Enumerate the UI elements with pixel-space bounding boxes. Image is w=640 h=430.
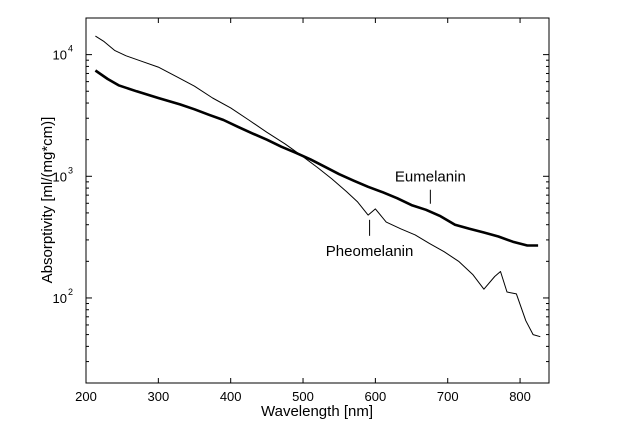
x-tick-label: 200 (75, 389, 97, 404)
x-axis-title: Wavelength [nm] (261, 403, 373, 420)
series-line-eumelanin (94, 69, 539, 247)
x-tick-label: 400 (220, 389, 242, 404)
x-tick-label: 500 (292, 389, 314, 404)
y-tick-exponent: 4 (68, 44, 73, 54)
annotation-label-eumelanin: Eumelanin (395, 169, 466, 186)
y-tick-label: 10 (53, 291, 67, 306)
plot-frame (85, 17, 550, 384)
series-lines (94, 35, 541, 338)
series-line-pheomelanin (95, 35, 541, 338)
x-tick-label: 700 (437, 389, 459, 404)
annotation-label-pheomelanin: Pheomelanin (326, 243, 414, 260)
series-annotations: Eumelanin Pheomelanin (326, 169, 466, 260)
y-axis-title: Absorptivity [ml/(mg*cm)] (39, 117, 56, 284)
y-tick-exponent: 2 (68, 287, 73, 297)
y-tick-label: 10 (53, 169, 67, 184)
y-tick-label: 10 (53, 48, 67, 63)
y-tick-exponent: 3 (68, 165, 73, 175)
x-tick-label: 800 (509, 389, 531, 404)
x-tick-label: 300 (147, 389, 169, 404)
x-tick-label: 600 (365, 389, 387, 404)
